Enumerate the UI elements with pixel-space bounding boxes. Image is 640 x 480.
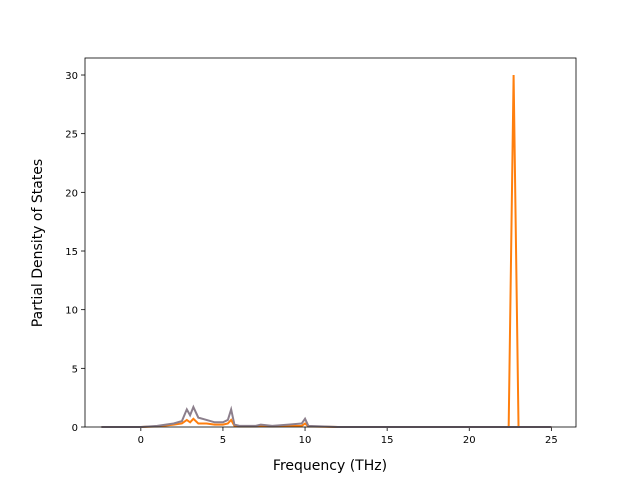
y-tick-label: 15: [65, 247, 78, 258]
plot-frame: [84, 57, 577, 428]
y-tick-label: 5: [72, 364, 78, 375]
x-tick-label: 0: [138, 435, 144, 446]
series-line: [101, 74, 552, 428]
y-tick-label: 20: [65, 188, 78, 199]
y-axis-label: Partial Density of States: [30, 159, 46, 327]
x-tick-label: 20: [463, 435, 476, 446]
x-axis-label: Frequency (THz): [273, 458, 387, 474]
y-tick-label: 25: [65, 130, 78, 141]
series-line: [101, 404, 552, 428]
y-tick-label: 0: [72, 423, 78, 434]
x-tick-label: 15: [381, 435, 394, 446]
x-tick-label: 10: [299, 435, 312, 446]
x-tick-label: 25: [545, 435, 558, 446]
y-tick-label: 10: [65, 306, 78, 317]
x-tick-label: 5: [220, 435, 226, 446]
y-tick-label: 30: [65, 71, 78, 82]
